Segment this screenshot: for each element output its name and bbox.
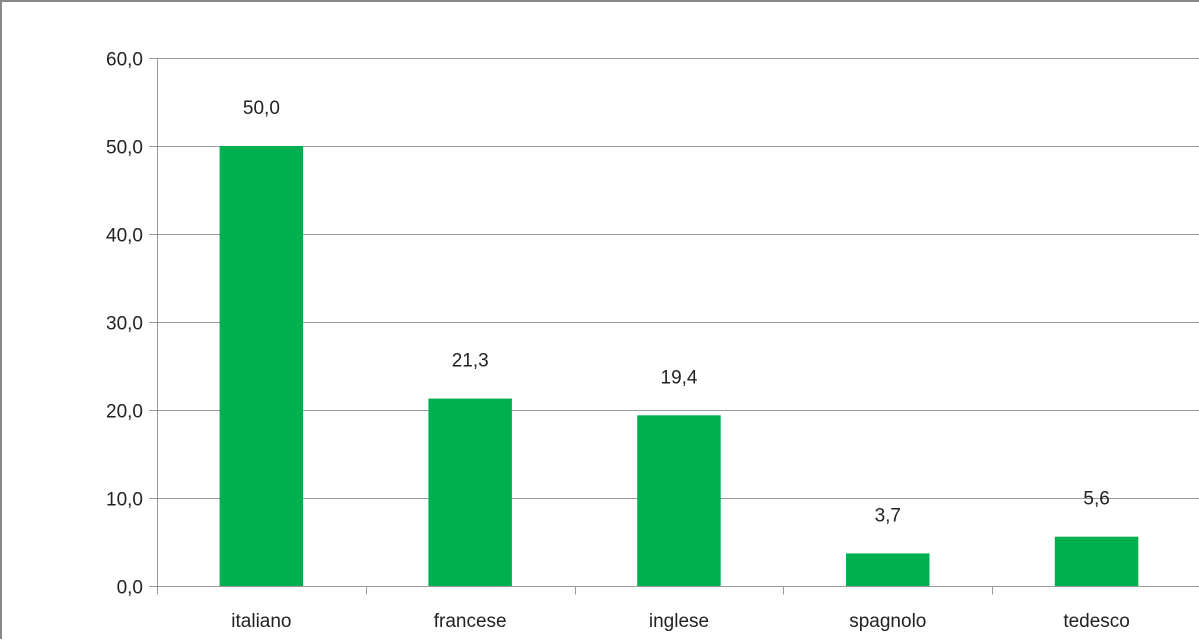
category-label-italiano: italiano: [231, 611, 291, 632]
category-label-francese: francese: [434, 611, 507, 632]
y-tick-label: 40,0: [106, 226, 143, 247]
gridlines: [157, 58, 1199, 499]
bar-italiano: [219, 146, 304, 586]
axes: [149, 58, 1199, 595]
data-label-tedesco: 5,6: [1083, 489, 1109, 510]
data-labels: 50,0 21,3 19,4 3,7 5,6: [243, 98, 1110, 526]
y-tick-labels: 0,0 10,0 20,0 30,0 40,0 50,0 60,0: [106, 50, 143, 599]
data-label-spagnolo: 3,7: [875, 505, 901, 526]
y-tick-label: 60,0: [106, 50, 143, 71]
x-category-labels: italiano francese inglese spagnolo tedesco: [231, 611, 1130, 632]
y-tick-label: 20,0: [106, 402, 143, 423]
bar-tedesco: [1054, 536, 1139, 586]
category-label-tedesco: tedesco: [1063, 611, 1130, 632]
data-label-italiano: 50,0: [243, 98, 280, 119]
y-tick-label: 50,0: [106, 138, 143, 159]
data-label-francese: 21,3: [452, 351, 489, 372]
y-tick-label: 10,0: [106, 490, 143, 511]
bar-spagnolo: [846, 553, 930, 586]
y-tick-label: 30,0: [106, 314, 143, 335]
category-label-spagnolo: spagnolo: [849, 611, 926, 632]
data-label-inglese: 19,4: [661, 367, 698, 388]
bar-francese: [428, 398, 512, 586]
bars: [219, 146, 1139, 586]
y-tick-label: 0,0: [117, 578, 143, 599]
category-label-inglese: inglese: [649, 611, 709, 632]
bar-inglese: [637, 415, 721, 586]
